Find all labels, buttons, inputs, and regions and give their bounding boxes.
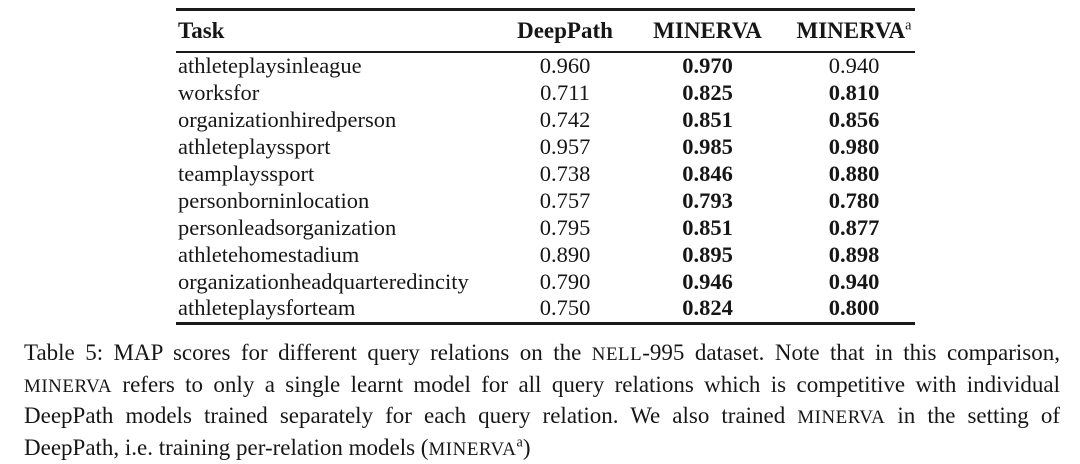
minerva-a-cell: 0.940 (828, 268, 880, 294)
task-cell: personborninlocation (178, 187, 370, 213)
table-row: teamplayssport 0.738 0.846 0.880 (176, 161, 915, 188)
caption-segment: -995 dataset. Note that in this comparis… (642, 340, 1060, 365)
minerva-a-cell: 0.810 (828, 80, 880, 106)
col-header-minerva-a-sup: a (905, 17, 912, 34)
deeppath-cell: 0.738 (539, 161, 591, 186)
deeppath-cell: 0.890 (539, 241, 591, 267)
table-header-row: Task DeepPath MINERVA MINERVAa (176, 11, 915, 51)
deeppath-cell: 0.750 (539, 295, 591, 321)
table-row: worksfor 0.711 0.825 0.810 (176, 80, 915, 107)
caption-segment: MINERVA (24, 375, 113, 397)
minerva-cell: 0.970 (682, 53, 733, 79)
caption-segment: ) (522, 434, 531, 460)
col-header-minerva: MINERVA (653, 18, 762, 43)
table-row: athleteplayssport 0.957 0.985 0.980 (176, 134, 915, 161)
minerva-a-cell: 0.880 (828, 161, 880, 186)
table-row: personborninlocation 0.757 0.793 0.780 (176, 187, 915, 214)
deeppath-cell: 0.757 (539, 187, 591, 213)
minerva-a-cell: 0.980 (828, 134, 880, 160)
caption-segment: MINERVA (797, 407, 886, 428)
col-header-deeppath: DeepPath (517, 18, 613, 43)
caption-segment: refers to only a single learnt model for… (24, 371, 1060, 429)
minerva-cell: 0.851 (682, 214, 733, 240)
minerva-a-cell: 0.877 (828, 214, 880, 240)
minerva-cell: 0.985 (682, 134, 733, 160)
table-row: athleteplaysinleague 0.960 0.970 0.940 (176, 53, 915, 80)
table-row: organizationheadquarteredincity 0.790 0.94… (176, 268, 915, 295)
task-cell: athleteplayssport (178, 134, 331, 160)
minerva-cell: 0.825 (682, 80, 733, 106)
minerva-a-cell: 0.898 (828, 241, 880, 267)
minerva-a-cell: 0.940 (828, 53, 880, 79)
minerva-cell: 0.851 (682, 107, 733, 133)
results-table: Task DeepPath MINERVA MINERVAa athletepl… (176, 8, 915, 325)
caption-segment: NELL (591, 344, 643, 365)
col-header-minerva-a-base: MINERVA (796, 18, 906, 43)
task-cell: teamplayssport (178, 161, 315, 186)
deeppath-cell: 0.960 (539, 53, 591, 79)
table-header-rule (176, 51, 915, 53)
minerva-a-cell: 0.780 (828, 187, 880, 213)
task-cell: athletehomestadium (178, 241, 360, 267)
minerva-a-cell: 0.800 (828, 295, 880, 321)
task-cell: organizationheadquarteredincity (178, 268, 469, 294)
minerva-cell: 0.846 (682, 161, 733, 186)
caption-segment: in the setting of DeepPath, i.e. trainin… (24, 403, 1061, 460)
minerva-cell: 0.946 (682, 268, 733, 294)
minerva-a-cell: 0.856 (828, 107, 880, 133)
task-cell: athleteplaysinleague (178, 53, 362, 79)
deeppath-cell: 0.795 (539, 214, 591, 240)
table-top-rule (176, 8, 915, 11)
table-row: athletehomestadium 0.890 0.895 0.898 (176, 241, 915, 268)
caption-segment: a (516, 433, 523, 450)
deeppath-cell: 0.742 (539, 107, 591, 133)
minerva-cell: 0.824 (682, 295, 733, 321)
table-row: organizationhiredperson 0.742 0.851 0.856 (176, 107, 915, 134)
table-bottom-rule (176, 321, 915, 325)
task-cell: organizationhiredperson (178, 107, 397, 133)
task-cell: worksfor (178, 80, 260, 106)
deeppath-cell: 0.957 (539, 134, 591, 160)
table-body: athleteplaysinleague 0.960 0.970 0.940 works… (176, 53, 915, 322)
deeppath-cell: 0.711 (540, 80, 590, 106)
task-cell: athleteplaysforteam (178, 295, 356, 321)
deeppath-cell: 0.790 (539, 268, 591, 294)
minerva-cell: 0.895 (682, 241, 733, 267)
table-row: personleadsorganization 0.795 0.851 0.877 (176, 214, 915, 241)
minerva-cell: 0.793 (682, 187, 733, 213)
table-caption: Table 5: MAP scores for different query … (24, 338, 1060, 464)
task-cell: personleadsorganization (178, 214, 397, 240)
col-header-task: Task (178, 18, 225, 43)
caption-segment: MINERVA (428, 438, 517, 460)
caption-segment: Table 5: MAP scores for different query … (24, 340, 592, 365)
col-header-minerva-a: MINERVAa (775, 18, 915, 44)
table-row: athleteplaysforteam 0.750 0.824 0.800 (176, 295, 915, 322)
